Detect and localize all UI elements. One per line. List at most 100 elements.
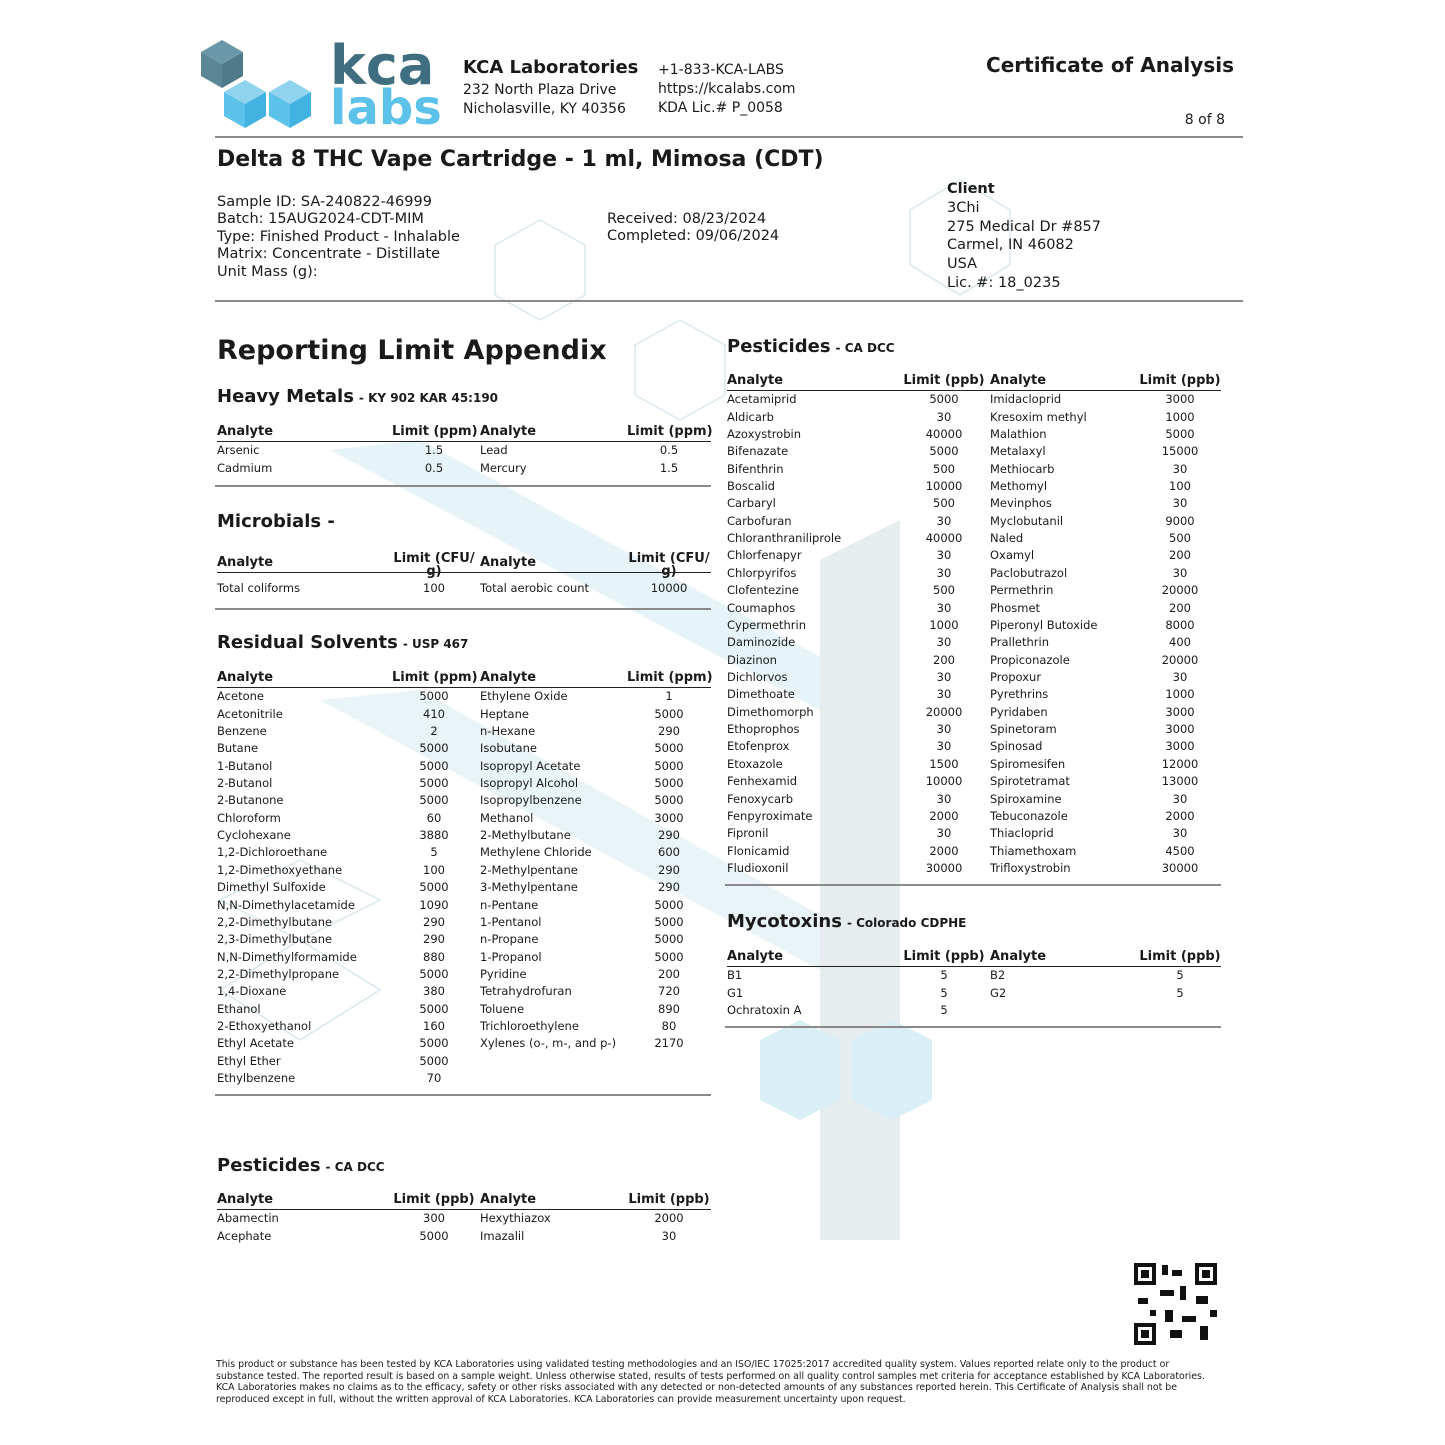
contact-line: KDA Lic.# P_0058	[658, 100, 783, 116]
analyte-name: Etofenprox	[727, 739, 790, 754]
limit-value: 80	[661, 1019, 677, 1034]
limit-value: 5000	[419, 1001, 449, 1016]
qr-code	[1134, 1263, 1217, 1345]
limit-value: 5000	[654, 706, 684, 721]
analyte-name: Clofentezine	[727, 583, 799, 598]
address-line: 232 North Plaza Drive	[463, 82, 617, 98]
limit-value: 1090	[419, 897, 449, 912]
column-header: Analyte	[480, 1191, 537, 1207]
analyte-name: 1-Butanol	[217, 758, 273, 773]
rule	[725, 1026, 1221, 1028]
client-line: Lic. #: 18_0235	[947, 274, 1061, 291]
logo-text: kca	[330, 34, 435, 97]
analyte-name: G2	[990, 985, 1007, 1000]
analyte-name: 1-Propanol	[480, 949, 542, 964]
analyte-name: 2,3-Dimethylbutane	[217, 932, 333, 947]
limit-value: 5000	[654, 949, 684, 964]
limit-value: 5	[1176, 968, 1184, 983]
rule	[215, 485, 711, 487]
contact-line: https://kcalabs.com	[658, 81, 796, 97]
rule	[215, 300, 1243, 302]
limit-value: 380	[423, 984, 445, 999]
limit-value: 30	[936, 826, 952, 841]
logo-text: labs	[330, 80, 442, 136]
analyte-name: Phosmet	[990, 600, 1041, 615]
analyte-name: Ethylbenzene	[217, 1071, 296, 1086]
client-line: 3Chi	[947, 199, 980, 216]
limit-value: 5000	[419, 741, 449, 756]
section-title: Heavy Metals	[217, 386, 354, 407]
limit-value: 880	[423, 949, 445, 964]
analyte-name: Acetone	[217, 689, 264, 704]
limit-value: 5000	[654, 793, 684, 808]
rule	[727, 390, 1221, 391]
limit-value: 600	[658, 845, 680, 860]
analyte-name: 3-Methylpentane	[480, 880, 578, 895]
analyte-name: Cypermethrin	[727, 617, 807, 632]
limit-value: 30	[936, 635, 952, 650]
limit-value: 15000	[1161, 444, 1199, 459]
analyte-name: 2-Ethoxyethanol	[217, 1019, 312, 1034]
analyte-name: Dimethyl Sulfoxide	[217, 880, 326, 895]
analyte-name: Ethanol	[217, 1001, 261, 1016]
analyte-name: Tetrahydrofuran	[480, 984, 572, 999]
analyte-name: Thiamethoxam	[990, 843, 1077, 858]
limit-value: 290	[658, 880, 680, 895]
analyte-name: n-Propane	[480, 932, 539, 947]
column-header: Limit (ppb)	[1139, 372, 1221, 388]
client-line: USA	[947, 256, 978, 273]
limit-value: 1.5	[424, 443, 444, 458]
limit-value: 1000	[1165, 409, 1195, 424]
limit-value: 2	[430, 723, 438, 738]
column-header: Analyte	[990, 948, 1047, 964]
analyte-name: Spiroxamine	[990, 791, 1062, 806]
analyte-name: Dichlorvos	[727, 670, 788, 684]
limit-value: 890	[658, 1001, 680, 1016]
section-subtitle: - CA DCC	[325, 1160, 385, 1174]
analyte-name: Ethylene Oxide	[480, 689, 568, 704]
analyte-name: 2-Methylpentane	[480, 862, 578, 877]
limit-value: 410	[423, 706, 445, 721]
limit-value: 30	[936, 670, 952, 684]
limit-value: 290	[658, 862, 680, 877]
analyte-name: Propiconazole	[990, 652, 1070, 667]
rule	[217, 441, 711, 442]
limit-value: 500	[933, 496, 955, 511]
column-header: Analyte	[480, 669, 537, 685]
analyte-name: n-Pentane	[480, 897, 539, 912]
limit-value: 30	[1172, 791, 1188, 806]
limit-value: 290	[658, 723, 680, 738]
column-header: Limit (ppb)	[393, 1191, 475, 1207]
analyte-name: 2-Butanol	[217, 776, 273, 791]
analyte-name: Fenoxycarb	[727, 791, 794, 806]
limit-value: 5000	[654, 741, 684, 756]
analyte-name: Isopropyl Alcohol	[480, 776, 579, 791]
limit-value: 5000	[419, 689, 449, 704]
limit-value: 0.5	[424, 460, 444, 475]
analyte-name: Ethyl Acetate	[217, 1036, 294, 1051]
analyte-name: Abamectin	[217, 1211, 279, 1226]
analyte-name: Coumaphos	[727, 600, 796, 615]
limit-value: 5000	[419, 776, 449, 791]
limit-value: 2170	[654, 1036, 684, 1051]
rule	[725, 884, 1221, 886]
limit-value: 5000	[419, 758, 449, 773]
analyte-name: Imazalil	[480, 1228, 525, 1243]
watermark-bands	[320, 440, 932, 1240]
analyte-name: 2,2-Dimethylbutane	[217, 914, 333, 929]
column-header: Limit (ppb)	[1139, 948, 1221, 964]
limit-value: 30	[1172, 826, 1188, 841]
section-subtitle: - CA DCC	[835, 341, 895, 355]
analyte-name: Azoxystrobin	[727, 426, 801, 441]
limit-value: 5	[430, 845, 438, 860]
limit-value: 5000	[654, 932, 684, 947]
analyte-name: Propoxur	[990, 670, 1042, 684]
column-header: Analyte	[480, 423, 537, 439]
rule	[217, 572, 711, 573]
section-title: Residual Solvents	[217, 632, 398, 653]
limit-value: 400	[1169, 635, 1191, 650]
analyte-name: Flonicamid	[727, 843, 790, 858]
rule	[727, 966, 1221, 967]
